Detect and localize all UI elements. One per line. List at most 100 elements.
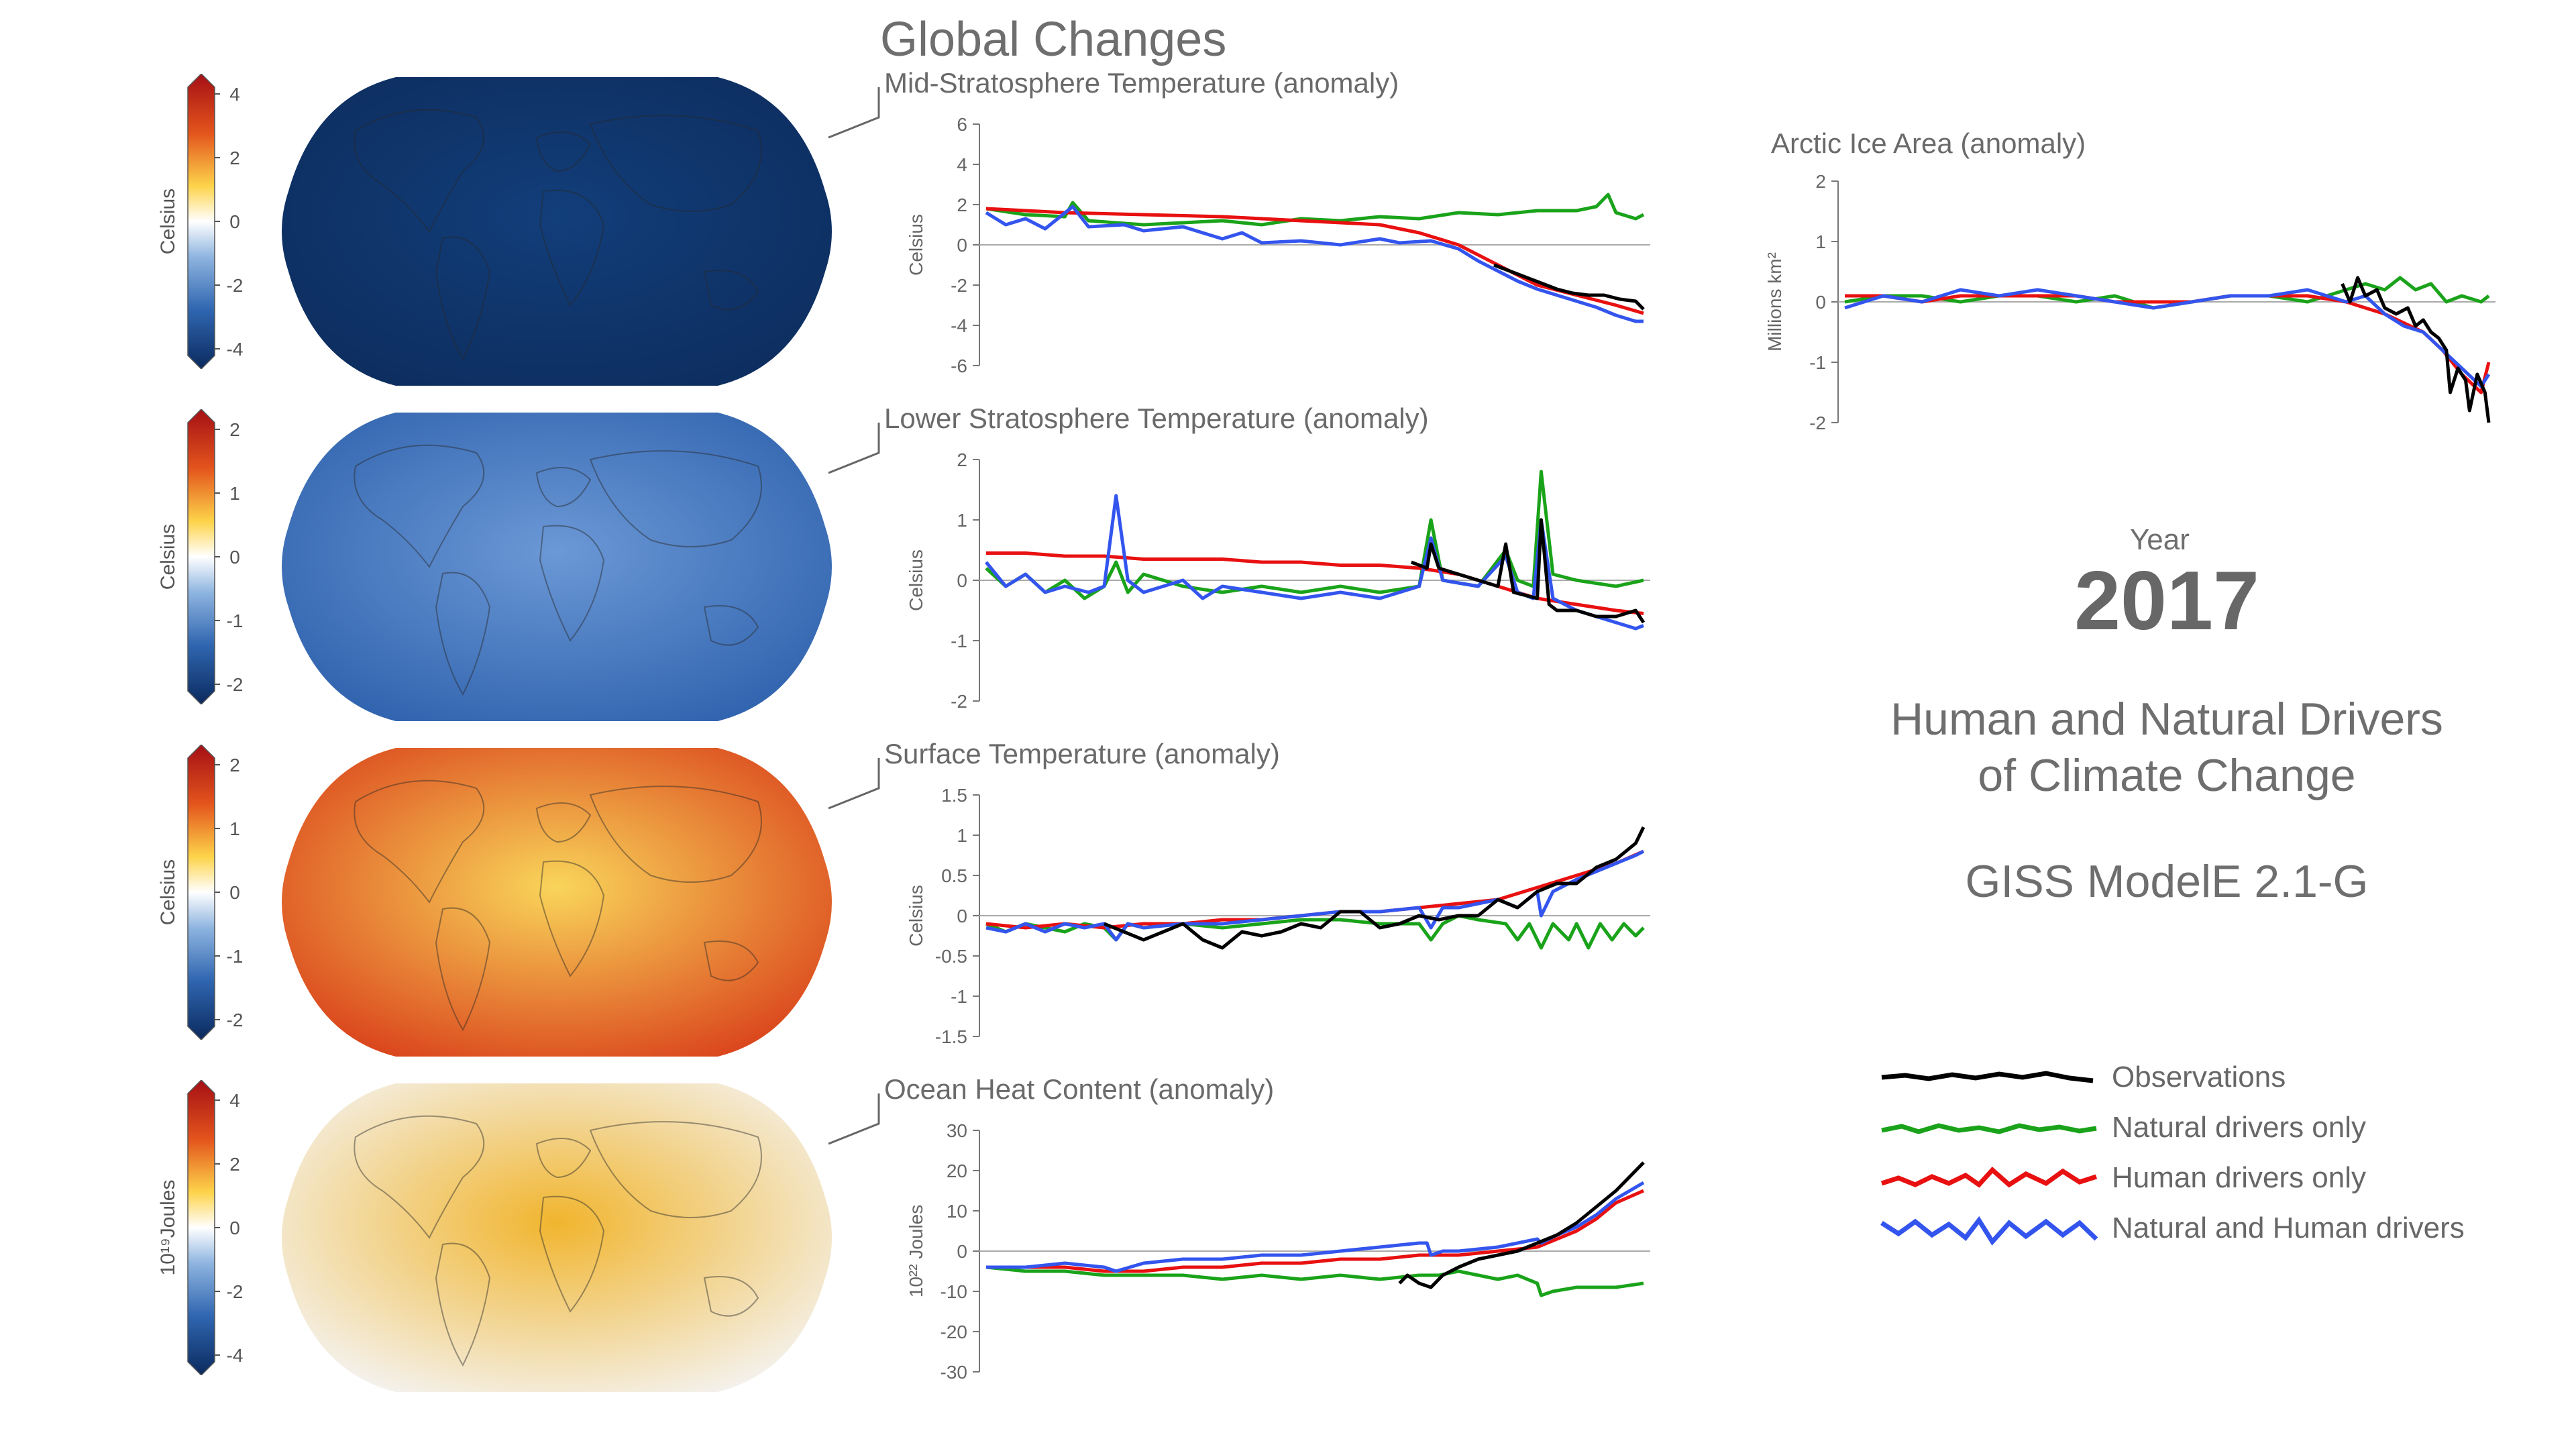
colorbar-tick: 4 bbox=[229, 1090, 240, 1111]
colorbar-tick: -2 bbox=[227, 1281, 244, 1302]
y-tick-label: 0 bbox=[1815, 292, 1826, 313]
legend-swatch-natural-human bbox=[1880, 1216, 2098, 1246]
drivers-title-line1: Human and Natural Drivers bbox=[1890, 694, 2443, 745]
chart-title: Lower Stratosphere Temperature (anomaly) bbox=[884, 402, 1429, 434]
colorbar-3: 2 1 0 -1 -2 Celsius bbox=[148, 743, 282, 1043]
y-tick-label: -1 bbox=[951, 631, 967, 651]
y-axis-label: 10²² Joules bbox=[906, 1205, 926, 1298]
y-tick-label: -2 bbox=[1809, 413, 1826, 433]
colorbar-4: 4 2 0 -2 -4 10¹⁹Joules bbox=[148, 1079, 282, 1379]
world-map-1 bbox=[275, 70, 839, 392]
legend-label-human: Human drivers only bbox=[2112, 1161, 2367, 1194]
legend-swatch-human bbox=[1880, 1166, 2098, 1188]
world-map-2 bbox=[275, 406, 839, 728]
y-tick-label: 30 bbox=[947, 1120, 967, 1141]
y-tick-label: 2 bbox=[957, 449, 967, 470]
colorbar-tick: 2 bbox=[229, 148, 240, 168]
y-tick-label: 0 bbox=[957, 570, 967, 591]
y-tick-label: -1.5 bbox=[935, 1026, 967, 1047]
y-tick-label: -0.5 bbox=[935, 946, 967, 967]
series-line-natural-drivers-only bbox=[985, 1265, 1644, 1297]
series-line-observations bbox=[1104, 826, 1646, 950]
world-map-4 bbox=[275, 1077, 839, 1399]
colorbar-tick: 2 bbox=[229, 419, 240, 440]
series-line-natural-drivers-only bbox=[985, 470, 1644, 600]
colorbar-tick: -2 bbox=[227, 674, 244, 695]
series-line-observations bbox=[2341, 276, 2491, 423]
colorbar-tick: -2 bbox=[227, 1010, 244, 1030]
y-tick-label: 10 bbox=[947, 1201, 967, 1222]
colorbar-tick: 0 bbox=[229, 1218, 240, 1238]
y-tick-label: 2 bbox=[957, 195, 967, 215]
series-line-human-drivers-only bbox=[985, 207, 1644, 315]
series-line-observations bbox=[1493, 263, 1645, 311]
y-tick-label: -20 bbox=[941, 1322, 967, 1342]
y-tick-label: 0 bbox=[957, 235, 967, 256]
series-line-human-drivers-only bbox=[1845, 294, 2491, 394]
connector-line bbox=[828, 87, 880, 139]
colorbar-label: Celsius bbox=[157, 859, 179, 925]
y-tick-label: -6 bbox=[951, 356, 967, 376]
continent-outlines bbox=[354, 109, 762, 361]
connector-line bbox=[828, 423, 880, 474]
colorbar-svg: 2 1 0 -1 -2 Celsius bbox=[157, 408, 244, 706]
colorbar-label: Celsius bbox=[157, 524, 179, 590]
y-axis-label: Millions km² bbox=[1764, 252, 1785, 352]
legend-label-observations: Observations bbox=[2112, 1060, 2286, 1093]
colorbar-tick: 0 bbox=[229, 882, 240, 903]
y-tick-label: -2 bbox=[951, 691, 967, 712]
legend-swatch-observations bbox=[1881, 1070, 2094, 1083]
colorbar-tick: -4 bbox=[227, 339, 244, 360]
series-line-natural-and-human-drivers bbox=[985, 849, 1645, 942]
page-title: Global Changes bbox=[880, 13, 1227, 66]
y-tick-label: 20 bbox=[947, 1161, 967, 1181]
colorbar-svg: 4 2 0 -2 -4 Celsius bbox=[157, 72, 244, 370]
y-tick-label: 0 bbox=[957, 1241, 967, 1262]
y-tick-label: 6 bbox=[957, 114, 967, 135]
y-tick-label: -2 bbox=[951, 275, 967, 296]
colorbar-label: Celsius bbox=[157, 189, 179, 254]
series-line-natural-and-human-drivers bbox=[986, 1181, 1645, 1273]
colorbar-tick: 2 bbox=[229, 1154, 240, 1175]
series-line-natural-drivers-only bbox=[1844, 276, 2490, 310]
colorbar-tick: 1 bbox=[229, 818, 240, 839]
series-line-natural-drivers-only bbox=[985, 914, 1645, 950]
world-map-3 bbox=[275, 741, 839, 1063]
legend: Observations Natural drivers only Human … bbox=[1878, 1052, 2465, 1253]
colorbar-label: 10¹⁹Joules bbox=[157, 1180, 179, 1276]
colorbar-tick: -1 bbox=[227, 946, 244, 967]
colorbar-tick: -4 bbox=[227, 1345, 244, 1366]
y-tick-label: -30 bbox=[941, 1362, 967, 1383]
legend-item-natural: Natural drivers only bbox=[1878, 1102, 2465, 1152]
colorbar-tick: 1 bbox=[229, 483, 240, 504]
legend-item-natural-human: Natural and Human drivers bbox=[1878, 1203, 2465, 1253]
model-name: GISS ModelE 2.1-G bbox=[1965, 856, 2369, 907]
chart-title: Ocean Heat Content (anomaly) bbox=[884, 1073, 1275, 1105]
y-tick-label: -1 bbox=[951, 986, 967, 1007]
legend-swatch-natural bbox=[1881, 1122, 2097, 1134]
continent-outlines bbox=[354, 780, 762, 1032]
series-line-human-drivers-only bbox=[985, 849, 1645, 930]
year-value: 2017 bbox=[2074, 555, 2259, 647]
series-line-observations bbox=[1398, 1161, 1645, 1289]
y-tick-label: 0 bbox=[957, 906, 967, 926]
colorbar-tick: 0 bbox=[229, 211, 240, 232]
y-tick-label: -4 bbox=[951, 315, 967, 336]
drivers-title: Human and Natural Drivers of Climate Cha… bbox=[1798, 691, 2536, 804]
legend-item-human: Human drivers only bbox=[1878, 1152, 2465, 1203]
colorbar-tick: 0 bbox=[229, 547, 240, 568]
y-tick-label: -10 bbox=[941, 1281, 967, 1302]
colorbar-2: 2 1 0 -1 -2 Celsius bbox=[148, 408, 282, 708]
series-line-natural-and-human-drivers bbox=[985, 494, 1644, 631]
chart-title: Surface Temperature (anomaly) bbox=[884, 738, 1280, 769]
series-line-natural-and-human-drivers bbox=[985, 205, 1644, 323]
legend-item-observations: Observations bbox=[1878, 1052, 2465, 1102]
y-tick-label: -1 bbox=[1809, 352, 1826, 373]
colorbar-svg: 2 1 0 -1 -2 Celsius bbox=[157, 743, 244, 1041]
chart-title: Arctic Ice Area (anomaly) bbox=[1771, 127, 2086, 159]
colorbar-tick: -2 bbox=[227, 275, 244, 296]
connector-line bbox=[828, 758, 880, 810]
colorbar-svg: 4 2 0 -2 -4 10¹⁹Joules bbox=[157, 1079, 244, 1377]
y-tick-label: 2 bbox=[1815, 171, 1826, 192]
legend-label-natural-human: Natural and Human drivers bbox=[2112, 1211, 2465, 1244]
